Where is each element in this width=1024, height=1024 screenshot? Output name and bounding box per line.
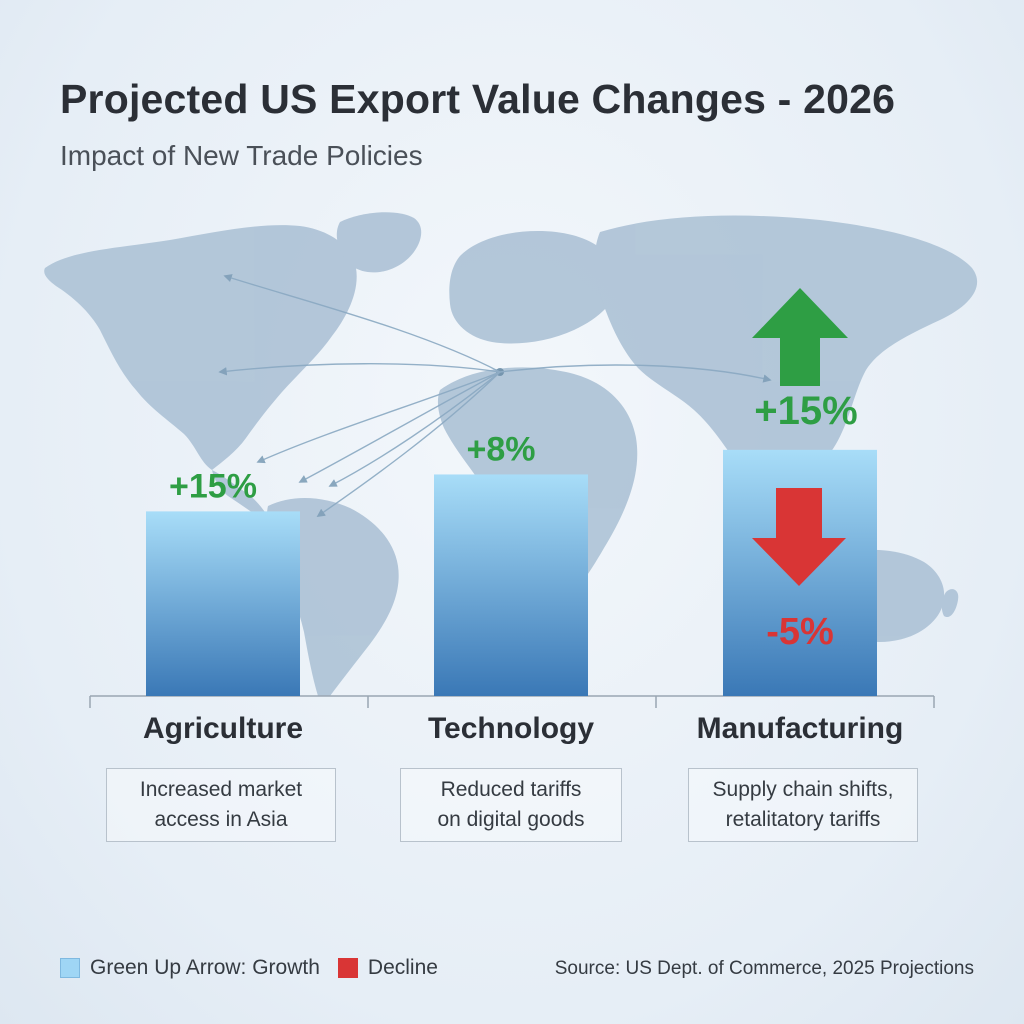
map-greenland	[336, 212, 422, 273]
bar-technology	[434, 474, 588, 696]
map-north-america	[44, 225, 357, 470]
data-label-agriculture: +15%	[169, 467, 257, 505]
source-note: Source: US Dept. of Commerce, 2025 Proje…	[554, 958, 974, 979]
legend-decline-label: Decline	[367, 956, 438, 979]
map-europe	[449, 231, 619, 344]
decline-arrow-label: -5%	[766, 611, 834, 653]
legend-decline-swatch	[337, 958, 358, 978]
note-box-agriculture: Increased market access in Asia	[106, 768, 336, 842]
legend: Green Up Arrow: Growth Decline	[60, 956, 438, 980]
chart-subtitle: Impact of New Trade Policies	[60, 140, 423, 171]
note-line: retalitatory tariffs	[725, 808, 881, 831]
bar-labels-group: +15% +8%	[169, 430, 535, 505]
bar-agriculture	[146, 511, 300, 696]
note-line: access in Asia	[154, 808, 288, 831]
trade-route	[328, 371, 501, 487]
category-label-manufacturing: Manufacturing	[696, 712, 904, 745]
chart-baseline	[89, 695, 935, 708]
map-central-america	[212, 470, 268, 520]
trade-route	[223, 274, 501, 373]
note-box-technology: Reduced tariffs on digital goods	[400, 768, 622, 842]
trade-routes	[218, 274, 772, 517]
map-new-zealand	[941, 589, 959, 618]
trade-route	[256, 371, 501, 464]
chart-title: Projected US Export Value Changes - 2026	[60, 76, 896, 122]
note-line: on digital goods	[437, 808, 585, 831]
legend-growth-label: Green Up Arrow: Growth	[90, 956, 320, 979]
growth-arrow-up-icon	[752, 288, 848, 386]
decline-arrow-down-icon	[752, 488, 846, 586]
trade-route	[218, 363, 501, 376]
trade-route	[316, 371, 501, 517]
trade-route	[499, 364, 772, 383]
data-label-technology: +8%	[467, 430, 536, 468]
note-box-manufacturing: Supply chain shifts, retalitatory tariff…	[688, 768, 918, 842]
growth-arrow-label: +15%	[754, 389, 857, 433]
category-label-agriculture: Agriculture	[142, 712, 304, 745]
note-line: Supply chain shifts,	[712, 778, 894, 801]
legend-growth-swatch	[60, 958, 80, 978]
note-line: Reduced tariffs	[440, 778, 582, 801]
category-label-technology: Technology	[427, 712, 595, 745]
note-line: Increased market	[139, 778, 303, 801]
trade-route	[298, 371, 501, 483]
